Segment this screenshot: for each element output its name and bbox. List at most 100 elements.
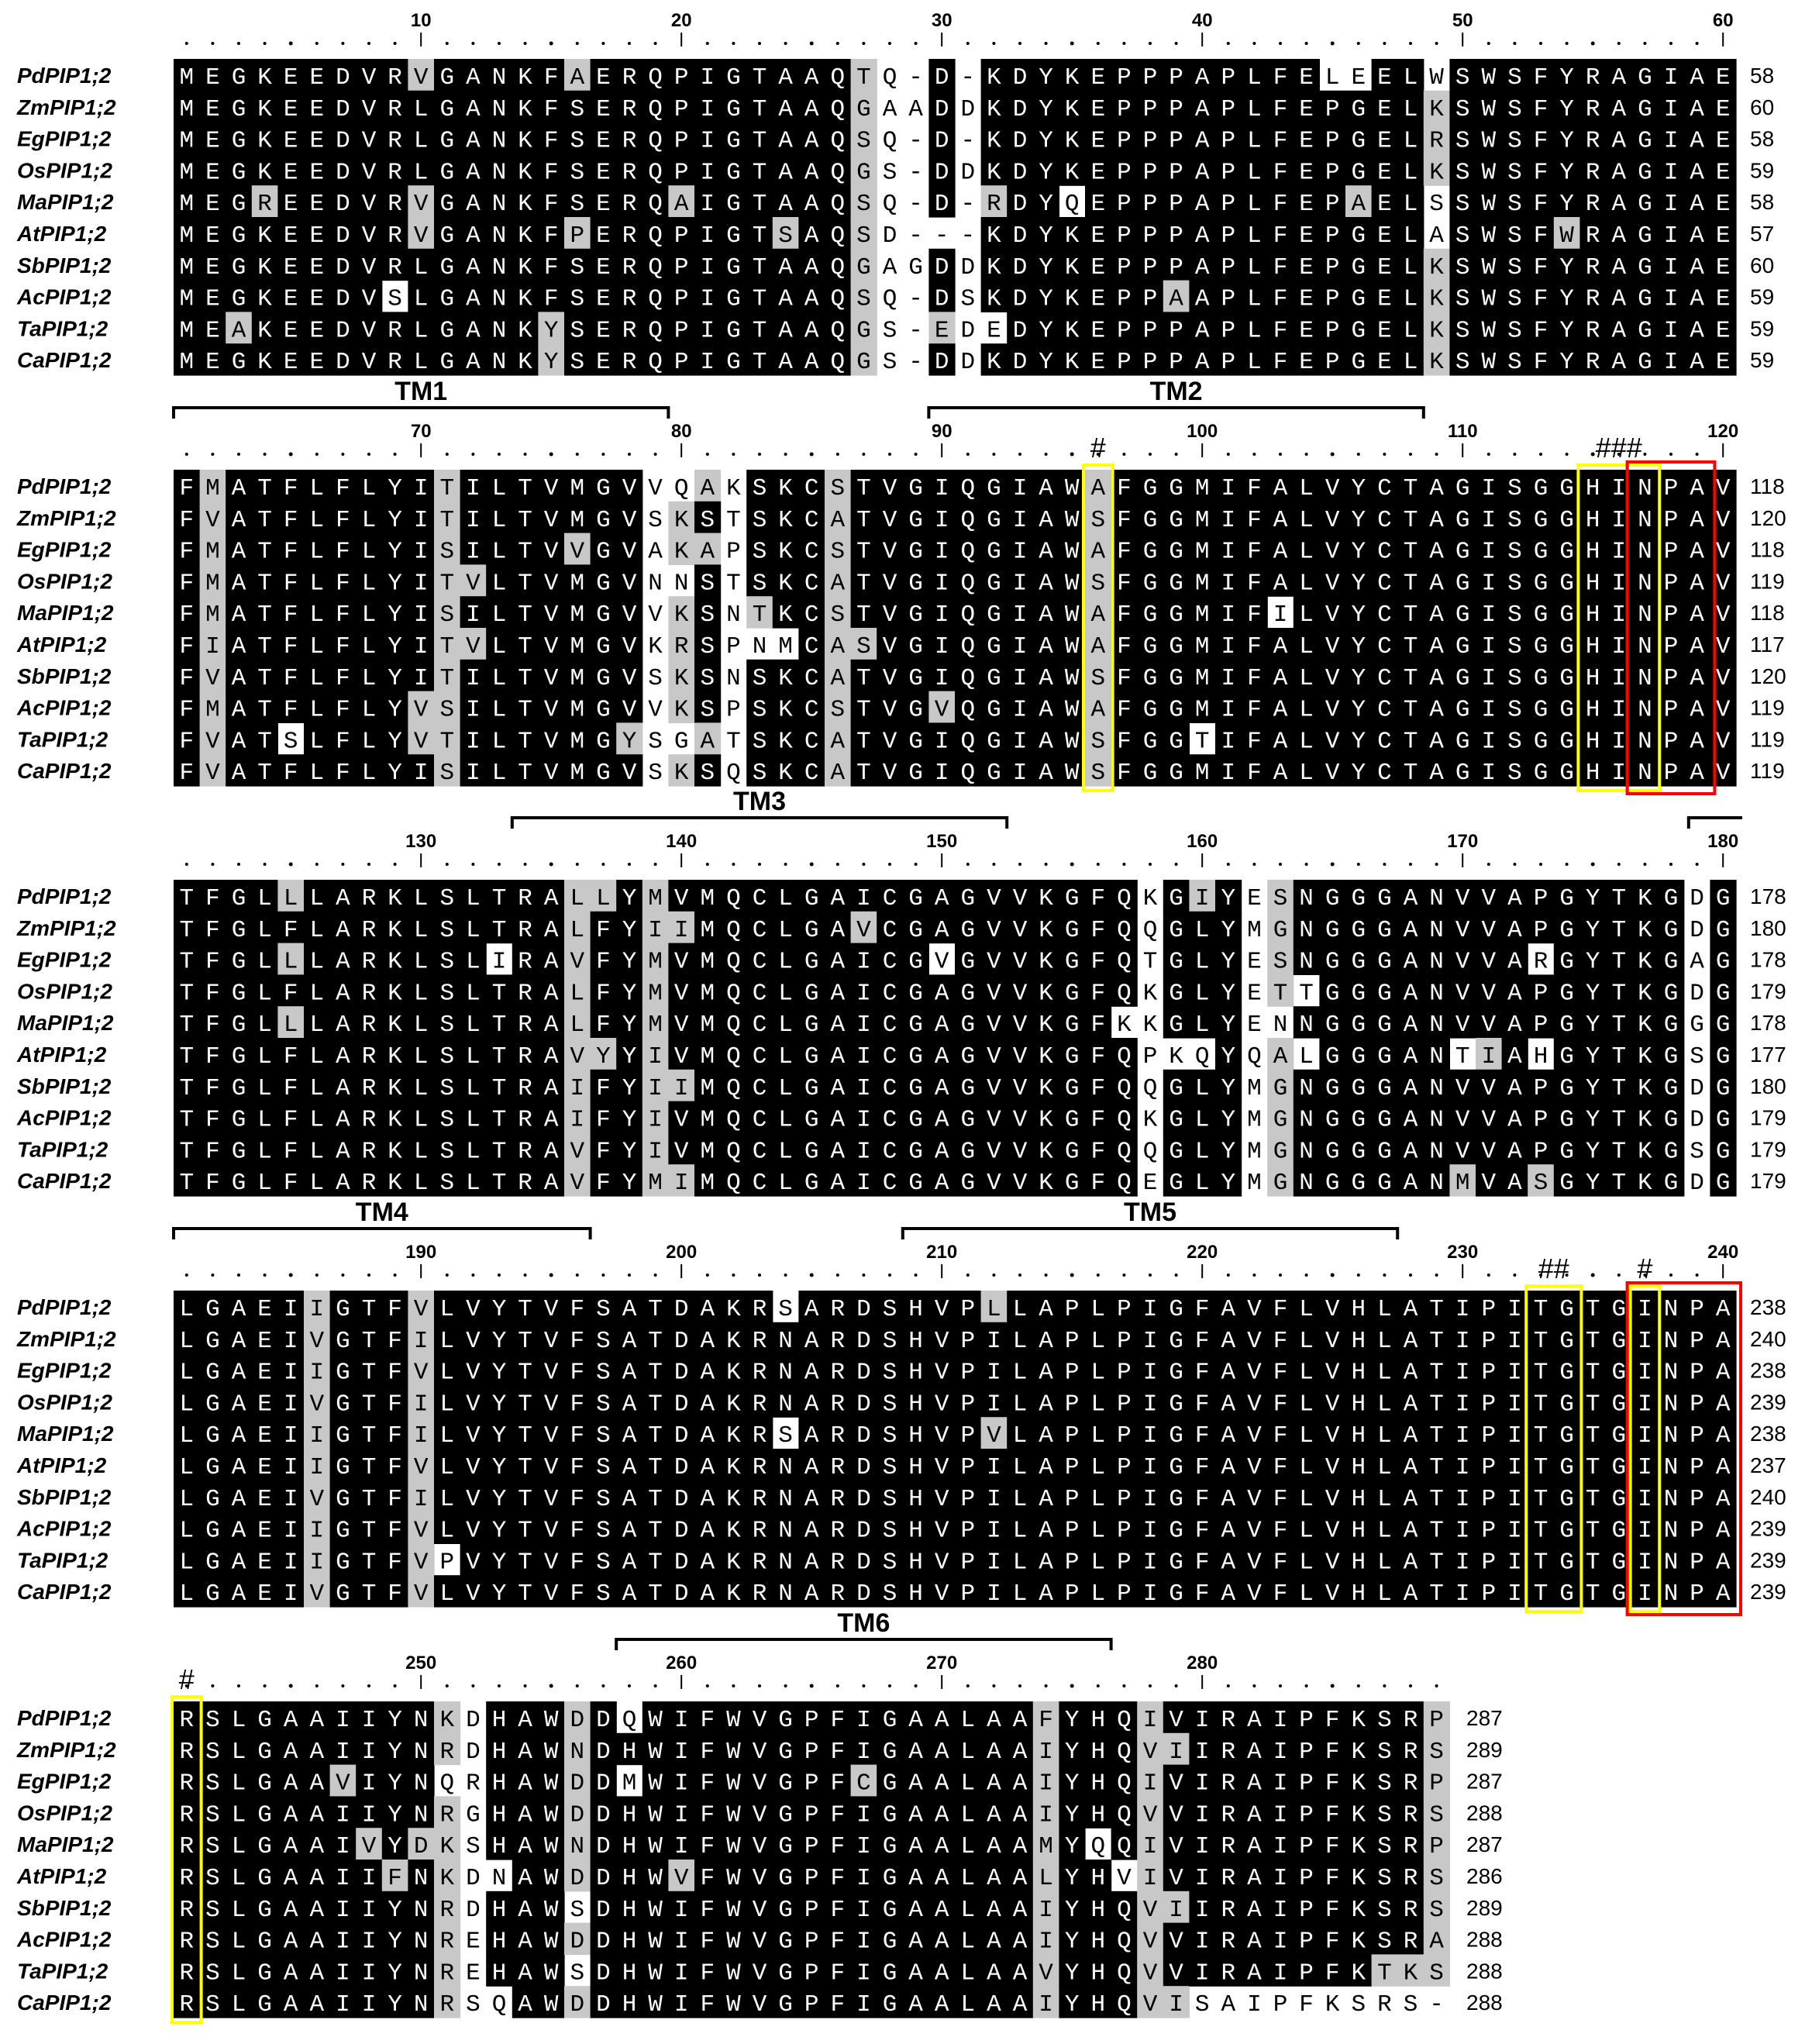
residue: S xyxy=(700,697,715,724)
residue: D xyxy=(336,349,350,376)
residue: N xyxy=(492,159,507,186)
ruler-number: 20 xyxy=(671,10,692,31)
residue: G xyxy=(1169,570,1183,597)
residue: - xyxy=(960,64,975,91)
ruler-number: 180 xyxy=(1707,831,1738,852)
residue: K xyxy=(518,191,532,218)
residue: H xyxy=(1586,570,1600,597)
residue: G xyxy=(726,159,741,186)
residue: G xyxy=(1559,728,1574,755)
residue: V xyxy=(883,633,897,660)
residue: I xyxy=(1221,728,1235,755)
residue: Q xyxy=(648,128,663,155)
residue: Q xyxy=(830,349,845,376)
residue-shade xyxy=(512,90,539,123)
ruler-dot xyxy=(1070,1273,1074,1277)
residue: R xyxy=(257,191,272,218)
residue: P xyxy=(674,159,689,186)
residue: Q xyxy=(648,64,663,91)
residue: G xyxy=(1351,1107,1366,1134)
residue: Y xyxy=(1039,159,1053,186)
residue: P xyxy=(1221,349,1235,376)
residue: T xyxy=(753,317,767,344)
residue-shade xyxy=(356,90,383,123)
residue: S xyxy=(1507,191,1522,218)
residue: C xyxy=(753,885,767,912)
residue: A xyxy=(466,191,481,218)
ruler-dot xyxy=(237,1274,240,1277)
residue: A xyxy=(1404,1138,1418,1165)
residue: C xyxy=(753,1075,767,1102)
residue-shade xyxy=(590,248,617,281)
residue: G xyxy=(596,507,611,534)
residue: I xyxy=(466,728,481,755)
residue: F xyxy=(1273,96,1288,123)
residue: A xyxy=(1507,1075,1522,1102)
residue: M xyxy=(1195,665,1210,692)
residue: P xyxy=(1169,222,1183,250)
residue: G xyxy=(1325,980,1340,1007)
residue: V xyxy=(1325,601,1340,629)
residue-shade xyxy=(174,153,201,186)
residue: L xyxy=(362,570,377,597)
residue: R xyxy=(1586,159,1600,186)
residue: L xyxy=(179,1328,194,1355)
residue: D xyxy=(883,222,897,250)
residue: G xyxy=(596,539,611,566)
residue: F xyxy=(284,539,298,566)
residue: G xyxy=(960,1075,975,1102)
residue: F xyxy=(388,1486,402,1513)
residue: L xyxy=(439,1422,454,1449)
residue: K xyxy=(257,317,272,344)
residue: F xyxy=(1090,1138,1105,1165)
residue: G xyxy=(1143,760,1158,787)
residue: G xyxy=(1065,917,1080,944)
residue: T xyxy=(362,1391,377,1418)
residue: F xyxy=(336,665,350,692)
ruler-dot xyxy=(498,453,501,456)
residue: G xyxy=(1377,917,1392,944)
residue: I xyxy=(648,1043,663,1070)
residue: A xyxy=(883,254,897,281)
ruler-dot xyxy=(523,42,527,45)
residue: P xyxy=(1221,64,1235,91)
residue: V xyxy=(309,1328,324,1355)
ruler-number: 100 xyxy=(1187,421,1218,442)
residue: L xyxy=(257,917,272,944)
residue: S xyxy=(1273,885,1288,912)
residue-shade xyxy=(512,280,539,312)
residue: I xyxy=(700,191,715,218)
residue: A xyxy=(1611,349,1626,376)
residue: G xyxy=(1169,728,1183,755)
residue: L xyxy=(1247,349,1262,376)
residue: T xyxy=(362,1328,377,1355)
residue: V xyxy=(362,128,377,155)
residue: E xyxy=(309,64,324,91)
residue: D xyxy=(1013,254,1028,281)
residue: G xyxy=(1559,507,1574,534)
residue-count: 119 xyxy=(1750,696,1785,720)
residue: I xyxy=(648,917,663,944)
residue: G xyxy=(336,1580,350,1608)
residue: T xyxy=(1611,1170,1626,1197)
residue-shade xyxy=(199,122,226,154)
residue: N xyxy=(1429,949,1444,976)
residue: E xyxy=(1247,885,1262,912)
residue: L xyxy=(257,1043,272,1070)
residue: - xyxy=(960,191,975,218)
residue: G xyxy=(726,254,741,281)
residue: C xyxy=(1377,760,1392,787)
residue: W xyxy=(1481,96,1496,123)
residue: T xyxy=(1611,1012,1626,1039)
residue: A xyxy=(1690,286,1704,313)
residue: N xyxy=(1429,1043,1444,1070)
residue: G xyxy=(439,191,454,218)
residue: S xyxy=(570,254,584,281)
residue: P xyxy=(1664,539,1679,566)
residue: L xyxy=(439,1360,454,1387)
residue: M xyxy=(700,1012,715,1039)
residue: E xyxy=(1090,254,1105,281)
residue: G xyxy=(1351,128,1366,155)
sequence-name: MaPIP1;2 xyxy=(17,190,114,214)
residue-shade xyxy=(226,248,253,281)
